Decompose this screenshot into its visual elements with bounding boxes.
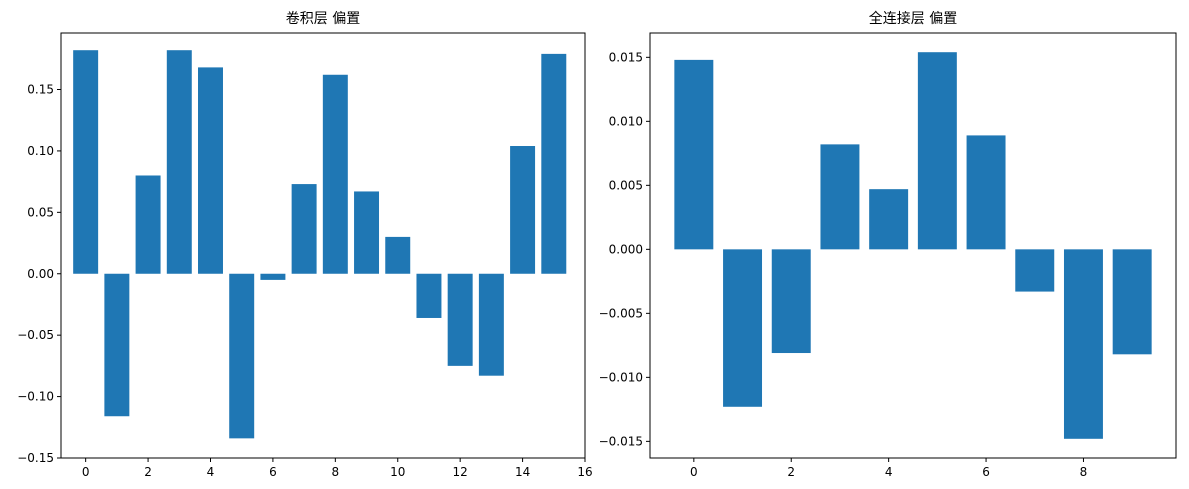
bar-10 — [385, 236, 411, 274]
bar-9 — [354, 191, 380, 274]
plot-frame — [60, 32, 586, 459]
bar-3 — [820, 144, 860, 250]
bar-1 — [723, 249, 763, 407]
bar-4 — [198, 67, 223, 274]
x-tick-label: 14 — [515, 465, 530, 479]
x-tick-label: 4 — [885, 465, 893, 479]
bar-12 — [447, 273, 473, 366]
x-tick-label: 2 — [144, 465, 152, 479]
x-tick-label: 16 — [577, 465, 592, 479]
y-tick-label: 0.10 — [27, 144, 54, 158]
x-tick-label: 2 — [787, 465, 795, 479]
x-tick-label: 8 — [1080, 465, 1088, 479]
y-tick-label: 0.010 — [609, 114, 643, 128]
x-tick-label: 0 — [82, 465, 90, 479]
y-tick-label: −0.010 — [599, 370, 643, 384]
bar-5 — [917, 52, 957, 250]
bar-8 — [1063, 249, 1103, 439]
y-tick-label: −0.10 — [17, 390, 54, 404]
bar-0 — [674, 59, 714, 250]
bar-6 — [966, 135, 1006, 250]
y-tick-label: −0.005 — [599, 306, 643, 320]
y-tick-label: −0.05 — [17, 328, 54, 342]
y-tick-label: 0.005 — [609, 178, 643, 192]
x-tick-label: 6 — [269, 465, 277, 479]
bar-15 — [541, 53, 567, 274]
bar-0 — [73, 50, 99, 274]
x-tick-label: 12 — [453, 465, 468, 479]
bar-2 — [135, 175, 161, 274]
conv-bias-chart: 卷积层 偏置 −0.15 −0.10 −0.05 0.00 0.05 0.10 0.15 0 2… — [17, 11, 592, 479]
bar-1 — [104, 273, 130, 417]
x-tick-label: 8 — [332, 465, 340, 479]
plot-frame — [649, 32, 1177, 459]
bar-2 — [771, 249, 811, 354]
bar-11 — [416, 273, 442, 318]
x-tick-label: 6 — [982, 465, 990, 479]
fc-bias-chart: 全连接层 偏置 −0.015 −0.010 −0.005 0.000 0.005 0.01… — [599, 10, 1177, 479]
y-tick-label: −0.015 — [599, 434, 643, 448]
bar-6 — [260, 273, 286, 280]
bar-3 — [166, 50, 192, 274]
bar-14 — [510, 146, 536, 274]
bar-9 — [1112, 249, 1152, 355]
y-tick-label: 0.000 — [609, 242, 643, 256]
x-tick-label: 0 — [690, 465, 698, 479]
bar-4 — [869, 189, 909, 250]
chart-title: 全连接层 偏置 — [869, 10, 957, 27]
bar-7 — [1015, 249, 1055, 292]
x-tick-label: 4 — [207, 465, 215, 479]
chart-title: 卷积层 偏置 — [286, 11, 360, 27]
y-tick-label: −0.15 — [17, 451, 54, 465]
bar-13 — [478, 273, 504, 376]
bar-7 — [291, 184, 317, 274]
y-tick-label: 0.15 — [27, 83, 54, 97]
y-tick-label: 0.00 — [27, 267, 54, 281]
y-tick-label: 0.05 — [27, 205, 54, 219]
bar-5 — [229, 273, 255, 439]
x-tick-label: 10 — [390, 465, 405, 479]
bar-8 — [322, 74, 348, 274]
y-tick-label: 0.015 — [609, 50, 643, 64]
